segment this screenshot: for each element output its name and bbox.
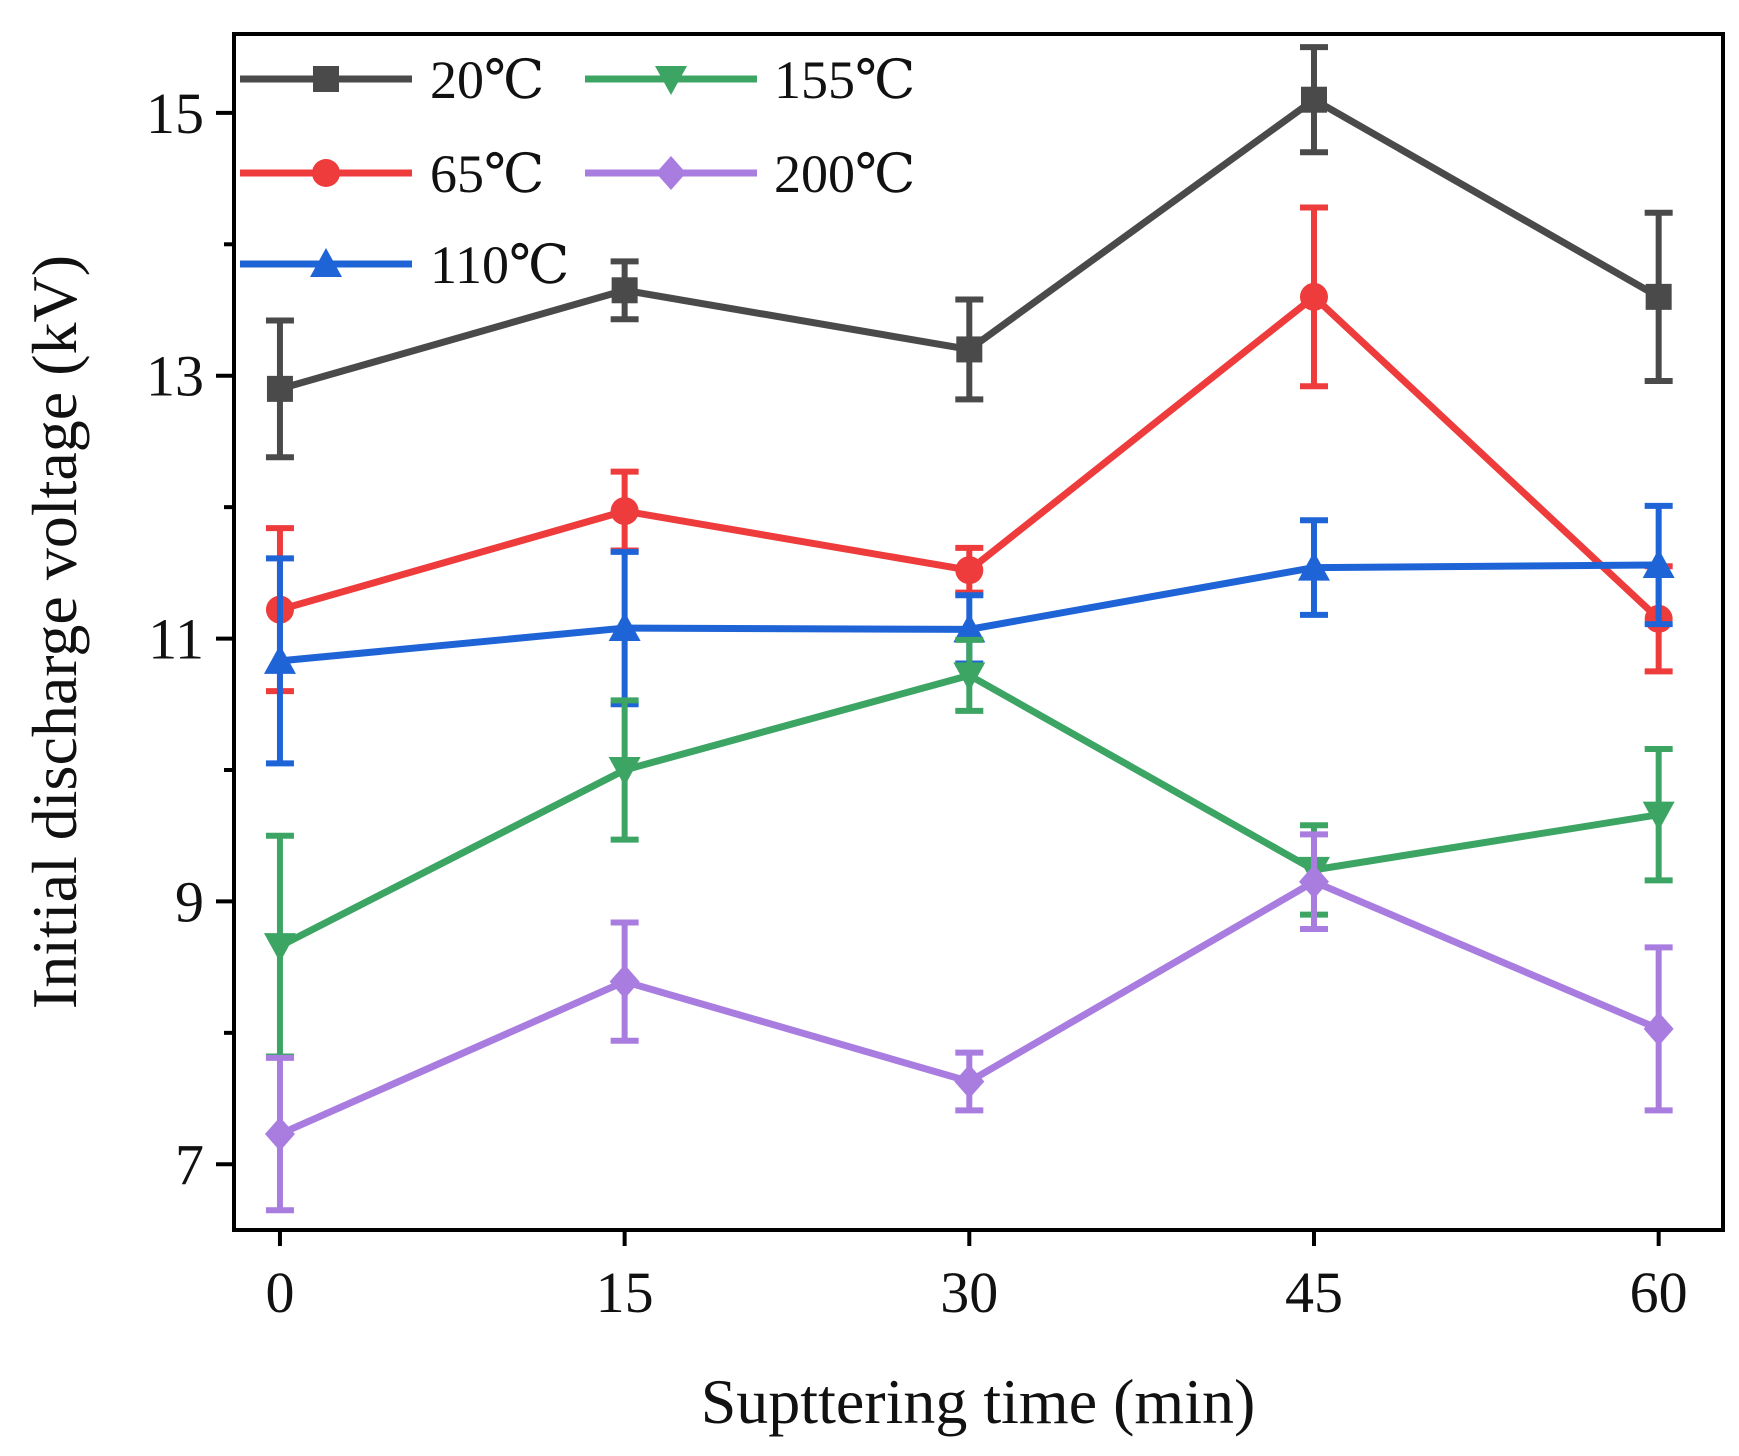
series-3-point-30 (953, 613, 986, 643)
series-5 (264, 831, 1674, 1214)
x-tick-label-30: 30 (940, 1260, 998, 1325)
series-4-point-15 (608, 757, 641, 786)
y-tick-label-13: 13 (146, 344, 204, 409)
series-3-point-15 (608, 612, 641, 642)
legend-marker (312, 159, 340, 187)
series-1-point-60 (1645, 283, 1672, 310)
legend-marker (655, 66, 687, 95)
series-5-point-30 (954, 1064, 985, 1099)
x-tick-label-0: 0 (265, 1260, 294, 1325)
legend-marker (310, 248, 342, 277)
series-1-point-0 (266, 375, 293, 402)
series-5-point-45 (1298, 864, 1329, 899)
y-tick-label-15: 15 (146, 81, 204, 146)
y-tick-label-9: 9 (175, 869, 204, 934)
y-tick-label-11: 11 (148, 607, 204, 672)
legend-item-2: 65℃ (240, 144, 544, 204)
series-1-point-15 (611, 277, 638, 304)
series-1-point-30 (956, 336, 983, 363)
legend-item-3: 110℃ (240, 235, 569, 295)
series-4-point-30 (953, 662, 986, 692)
legend-label: 110℃ (430, 235, 569, 295)
series-3-point-45 (1297, 551, 1330, 581)
series-5-point-60 (1643, 1011, 1674, 1046)
legend-label: 200℃ (774, 144, 915, 204)
legend-item-1: 20℃ (240, 50, 544, 110)
legend-label: 155℃ (774, 50, 915, 110)
series-1 (265, 44, 1673, 461)
series-3-point-60 (1642, 548, 1675, 578)
plot-frame (232, 32, 1725, 1232)
x-tick-label-60: 60 (1630, 1260, 1688, 1325)
legend-marker (656, 156, 686, 190)
series-2-point-30 (955, 556, 984, 585)
axes-layer: 0 15 30 45 60 7 9 11 13 15 (146, 81, 1688, 1325)
series-layer (263, 44, 1675, 1214)
x-tick-label-15: 15 (596, 1260, 654, 1325)
series-2-point-45 (1299, 282, 1328, 311)
legend-layer: 20℃ 65℃ 110℃ 155℃ 200℃ (240, 50, 915, 295)
legend-label: 65℃ (430, 144, 544, 204)
series-4-point-60 (1642, 801, 1675, 831)
series-5-point-0 (264, 1117, 295, 1152)
x-axis-title: Supttering time (min) (701, 1366, 1256, 1437)
y-axis-title: Initial discharge voltage (kV) (19, 255, 90, 1009)
series-4-point-0 (263, 933, 296, 963)
series-1-point-45 (1300, 86, 1327, 113)
series-4 (263, 636, 1675, 1060)
series-5-point-15 (609, 964, 640, 999)
series-2-point-15 (610, 497, 639, 526)
legend-item-4: 155℃ (585, 50, 915, 110)
legend-marker (313, 66, 339, 92)
legend-item-5: 200℃ (585, 144, 915, 204)
series-3-point-0 (263, 644, 296, 674)
legend-label: 20℃ (430, 50, 544, 110)
y-tick-label-7: 7 (175, 1132, 204, 1197)
series-3 (263, 502, 1675, 767)
x-tick-label-45: 45 (1285, 1260, 1343, 1325)
